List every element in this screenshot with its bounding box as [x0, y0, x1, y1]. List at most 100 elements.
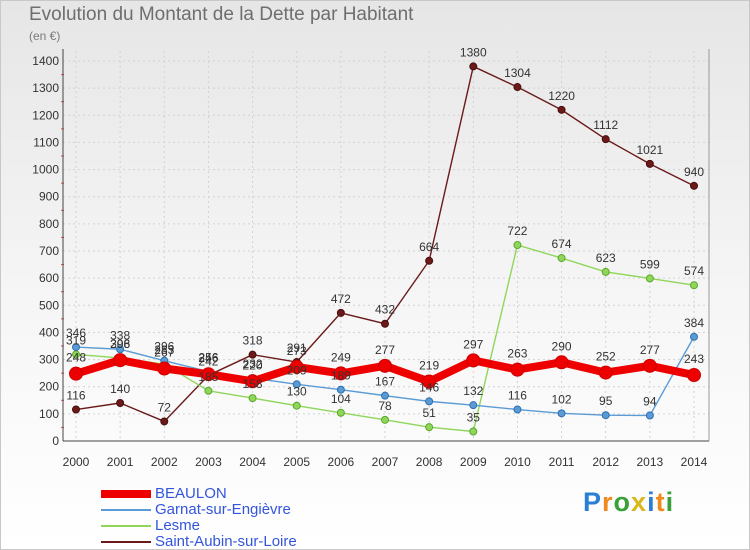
- data-point-saint-aubin-sur-loire: [513, 83, 522, 92]
- data-label-garnat-sur-engie-vre: 209: [287, 363, 307, 377]
- data-point-saint-aubin-sur-loire: [557, 105, 566, 114]
- data-label-saint-aubin-sur-loire: 1220: [548, 89, 575, 103]
- data-label-lesme: 319: [66, 333, 86, 347]
- data-label-beaulon: 298: [110, 337, 130, 351]
- logo-letter: r: [602, 487, 614, 517]
- axes: 0 100 200 300 400 500 600 700 800 900 1000 1100 1200…: [32, 49, 710, 469]
- data-label-beaulon: 273: [287, 344, 307, 358]
- data-label-saint-aubin-sur-loire: 116: [66, 389, 85, 403]
- data-point-garnat-sur-engie-vre: [336, 385, 345, 394]
- data-point-saint-aubin-sur-loire: [336, 308, 345, 317]
- logo-letter: o: [613, 487, 632, 517]
- data-labels: 116 140 72 242 318 291 472 432 664 1380 1304 1220 11…: [66, 45, 704, 424]
- x-tick-label: 2011: [549, 455, 575, 469]
- data-label-saint-aubin-sur-loire: 1021: [637, 143, 664, 157]
- logo-letter: i: [647, 487, 656, 517]
- x-tick-label: 2012: [592, 455, 619, 469]
- x-tick-label: 2003: [195, 455, 222, 469]
- data-label-garnat-sur-engie-vre: 146: [419, 380, 439, 394]
- x-tick-label: 2001: [107, 455, 134, 469]
- data-point-saint-aubin-sur-loire: [645, 159, 654, 168]
- data-point-saint-aubin-sur-loire: [690, 181, 698, 190]
- data-point-beaulon: [157, 361, 172, 376]
- data-point-garnat-sur-engie-vre: [72, 343, 80, 352]
- data-point-garnat-sur-engie-vre: [292, 380, 301, 389]
- data-point-saint-aubin-sur-loire: [601, 135, 610, 144]
- data-label-garnat-sur-engie-vre: 167: [375, 375, 395, 389]
- data-point-saint-aubin-sur-loire: [381, 319, 389, 328]
- y-tick-label: 0: [52, 434, 59, 448]
- data-point-lesme: [601, 267, 610, 276]
- x-tick-label: 2010: [504, 455, 531, 469]
- data-label-beaulon: 246: [198, 351, 218, 365]
- logo-letter: x: [631, 487, 648, 517]
- y-tick-label: 1200: [32, 108, 59, 122]
- data-label-saint-aubin-sur-loire: 318: [243, 334, 263, 348]
- data-point-beaulon: [201, 367, 216, 382]
- y-tick-label: 900: [39, 190, 59, 204]
- y-tick-label: 1300: [32, 81, 59, 95]
- data-point-beaulon: [422, 374, 437, 389]
- data-label-saint-aubin-sur-loire: 664: [419, 240, 439, 254]
- data-point-garnat-sur-engie-vre: [381, 391, 389, 400]
- data-label-lesme: 574: [684, 264, 704, 278]
- data-label-lesme: 722: [507, 224, 527, 238]
- data-label-lesme: 674: [552, 237, 572, 251]
- data-point-lesme: [513, 241, 522, 250]
- data-label-lesme: 185: [198, 370, 218, 384]
- data-point-beaulon: [642, 358, 657, 373]
- legend: BEAULON Garnat-sur-Engièvre Lesme Saint-Aub…: [101, 485, 361, 550]
- data-point-lesme: [469, 427, 478, 436]
- data-label-garnat-sur-engie-vre: 102: [552, 392, 572, 406]
- data-point-garnat-sur-engie-vre: [601, 411, 610, 420]
- logo-letter: i: [665, 487, 675, 517]
- legend-swatch: [101, 541, 151, 543]
- data-point-saint-aubin-sur-loire: [248, 350, 257, 359]
- data-point-beaulon: [466, 353, 481, 368]
- data-label-beaulon: 290: [552, 339, 572, 353]
- data-label-garnat-sur-engie-vre: 189: [331, 369, 351, 383]
- data-point-beaulon: [113, 353, 128, 368]
- data-label-lesme: 158: [243, 377, 263, 391]
- data-point-garnat-sur-engie-vre: [425, 397, 434, 406]
- data-point-beaulon: [598, 365, 613, 380]
- data-point-saint-aubin-sur-loire: [116, 399, 125, 407]
- data-point-lesme: [204, 386, 213, 395]
- data-point-lesme: [381, 415, 389, 424]
- data-point-beaulon: [69, 366, 83, 381]
- data-label-beaulon: 219: [419, 359, 439, 373]
- y-tick-label: 700: [39, 244, 59, 258]
- data-point-saint-aubin-sur-loire: [469, 62, 478, 71]
- legend-swatch: [101, 490, 151, 498]
- data-label-beaulon: 277: [375, 343, 395, 357]
- data-label-saint-aubin-sur-loire: 940: [684, 165, 704, 179]
- x-tick-label: 2004: [239, 455, 266, 469]
- data-point-lesme: [248, 394, 257, 403]
- data-label-garnat-sur-engie-vre: 94: [643, 394, 657, 408]
- legend-item: Garnat-sur-Engièvre: [101, 501, 361, 518]
- data-label-lesme: 35: [467, 411, 481, 425]
- x-tick-label: 2006: [328, 455, 355, 469]
- data-point-lesme: [425, 423, 434, 432]
- data-label-saint-aubin-sur-loire: 72: [158, 400, 172, 414]
- data-point-garnat-sur-engie-vre: [690, 332, 698, 341]
- data-point-garnat-sur-engie-vre: [116, 345, 125, 354]
- data-label-garnat-sur-engie-vre: 346: [66, 326, 86, 340]
- data-point-beaulon: [333, 366, 348, 381]
- legend-label: Garnat-sur-Engièvre: [155, 501, 291, 518]
- data-label-beaulon: 220: [243, 358, 263, 372]
- data-point-beaulon: [554, 355, 569, 370]
- data-label-garnat-sur-engie-vre: 338: [110, 328, 130, 342]
- data-label-lesme: 623: [596, 251, 616, 265]
- line-chart: 0 100 200 300 400 500 600 700 800 900 1000 1100 1200…: [32, 45, 710, 469]
- chart-title: Evolution du Montant de la Dette par Hab…: [29, 4, 414, 25]
- data-label-beaulon: 277: [640, 343, 660, 357]
- data-label-garnat-sur-engie-vre: 95: [599, 394, 613, 408]
- data-label-lesme: 599: [640, 257, 660, 271]
- data-label-saint-aubin-sur-loire: 1304: [504, 66, 531, 80]
- data-point-beaulon: [245, 374, 260, 389]
- legend-item: Saint-Aubin-sur-Loire: [101, 533, 361, 550]
- data-label-beaulon: 249: [331, 350, 351, 364]
- data-label-saint-aubin-sur-loire: 291: [287, 341, 307, 355]
- data-point-saint-aubin-sur-loire: [160, 417, 169, 426]
